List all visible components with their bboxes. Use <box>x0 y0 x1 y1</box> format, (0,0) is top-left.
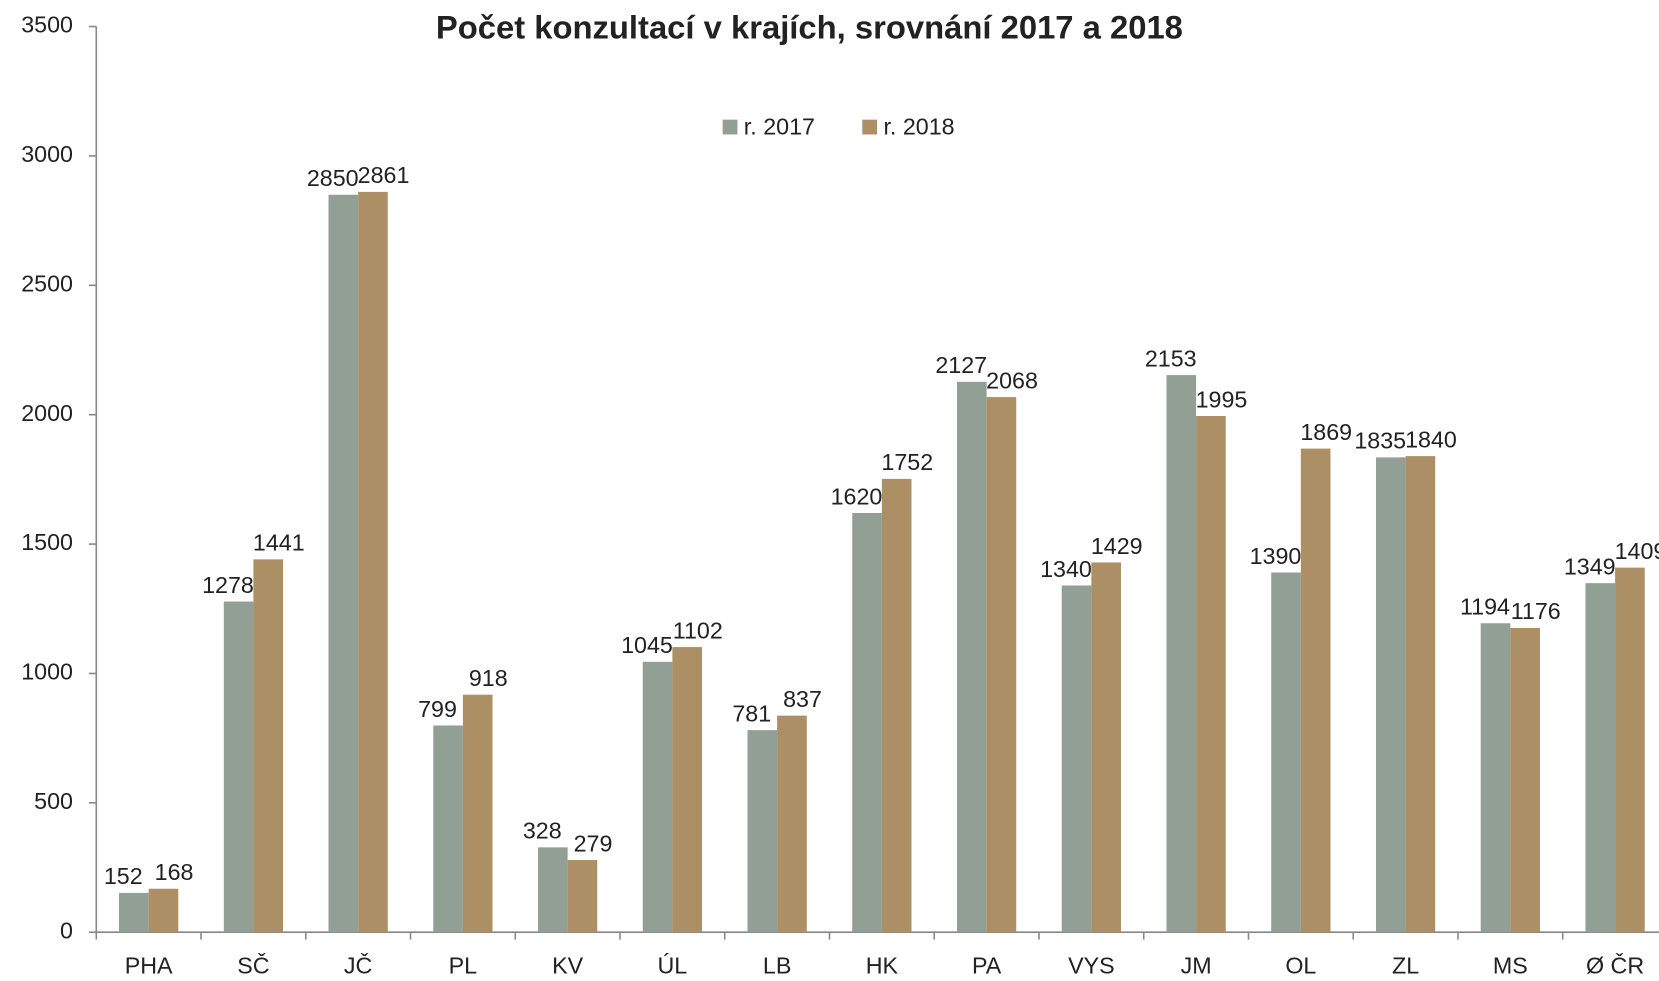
bar <box>1061 585 1092 933</box>
bar <box>1405 456 1436 933</box>
x-tick-label: PHA <box>125 952 173 978</box>
bar <box>986 397 1017 933</box>
legend-label: r. 2018 <box>883 113 954 139</box>
data-label: 1752 <box>881 449 933 475</box>
x-tick-label: JM <box>1181 952 1212 978</box>
y-tick-label: 2000 <box>21 400 73 426</box>
data-label: 152 <box>104 863 143 889</box>
data-label: 168 <box>155 859 194 885</box>
data-label: 2850 <box>307 165 359 191</box>
data-label: 1278 <box>202 572 254 598</box>
chart-title: Počet konzultací v krajích, srovnání 201… <box>436 8 1183 45</box>
bar <box>328 194 359 933</box>
bar <box>852 513 882 933</box>
x-tick-label: JČ <box>344 951 372 978</box>
data-label: 1102 <box>673 617 723 643</box>
bar <box>538 847 568 933</box>
bar <box>119 892 149 933</box>
x-tick-label: VYS <box>1068 952 1115 978</box>
bar <box>777 715 807 933</box>
x-tick-label: ÚL <box>658 952 688 978</box>
bar <box>253 559 284 933</box>
data-label: 1409 <box>1615 538 1659 564</box>
bar <box>1196 415 1226 933</box>
x-tick-label: LB <box>763 952 791 978</box>
x-tick-label: ZL <box>1392 952 1419 978</box>
x-tick-label: SČ <box>237 951 269 978</box>
bar <box>1271 572 1301 933</box>
y-tick-label: 500 <box>34 788 73 814</box>
x-tick-label: HK <box>866 952 899 978</box>
data-label: 1995 <box>1196 386 1248 412</box>
legend-swatch <box>722 119 738 135</box>
bar <box>1300 448 1331 933</box>
y-tick-label: 3000 <box>21 141 73 167</box>
data-label: 2127 <box>935 352 987 378</box>
x-tick-label: PA <box>972 952 1002 978</box>
data-label: 1620 <box>831 483 883 509</box>
data-label: 1340 <box>1040 556 1092 582</box>
y-tick-label: 2500 <box>21 270 73 296</box>
data-label: 1390 <box>1250 543 1302 569</box>
bar <box>148 888 179 933</box>
bar <box>1510 627 1540 933</box>
data-label: 1840 <box>1405 426 1457 452</box>
bar <box>1585 583 1616 933</box>
data-label: 918 <box>469 665 508 691</box>
x-tick-label: OL <box>1285 952 1316 978</box>
y-tick-label: 0 <box>60 917 73 943</box>
data-label: 2068 <box>986 367 1038 393</box>
data-label: 1835 <box>1354 428 1406 454</box>
bar <box>956 381 987 933</box>
data-label: 1869 <box>1300 419 1352 445</box>
data-label: 1045 <box>621 632 673 658</box>
data-label: 781 <box>732 700 771 726</box>
bar <box>1166 375 1197 933</box>
bar <box>567 860 598 933</box>
bar <box>642 661 673 933</box>
bar <box>358 191 388 933</box>
legend-swatch <box>862 119 878 135</box>
x-tick-label: Ø ČR <box>1586 951 1644 978</box>
data-label: 2153 <box>1145 345 1197 371</box>
data-label: 1429 <box>1091 533 1143 559</box>
legend-label: r. 2017 <box>744 113 815 139</box>
bar <box>1091 562 1121 933</box>
y-tick-label: 1000 <box>21 659 73 685</box>
data-label: 2861 <box>358 162 410 188</box>
bar <box>1615 567 1645 933</box>
bar <box>462 694 493 933</box>
bar <box>1480 623 1511 933</box>
bar <box>672 647 703 933</box>
x-tick-label: PL <box>449 952 478 978</box>
data-label: 1349 <box>1564 553 1616 579</box>
bar <box>433 725 463 933</box>
bar <box>881 478 912 933</box>
bar <box>223 601 254 933</box>
data-label: 1194 <box>1460 594 1510 620</box>
x-tick-label: KV <box>552 952 584 978</box>
y-tick-label: 3500 <box>21 12 73 38</box>
y-tick-label: 1500 <box>21 529 73 555</box>
bar <box>1375 457 1406 933</box>
data-label: 328 <box>523 818 562 844</box>
data-label: 1441 <box>253 530 305 556</box>
data-label: 837 <box>783 686 822 712</box>
data-label: 799 <box>418 696 457 722</box>
x-tick-label: MS <box>1493 952 1528 978</box>
bar <box>747 730 778 933</box>
data-label: 279 <box>574 830 613 856</box>
data-label: 1176 <box>1511 598 1561 624</box>
